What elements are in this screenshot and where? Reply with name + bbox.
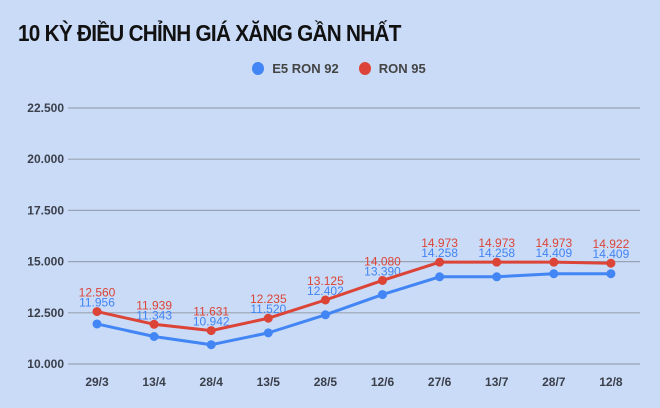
y-tick-label: 22.500 bbox=[27, 101, 64, 115]
data-point bbox=[92, 307, 102, 317]
x-tick-label: 29/3 bbox=[85, 375, 109, 389]
data-point bbox=[378, 290, 387, 300]
x-tick-label: 12/8 bbox=[599, 375, 623, 389]
data-point bbox=[492, 257, 502, 267]
data-label: 14.409 bbox=[593, 247, 630, 261]
data-point bbox=[320, 310, 330, 320]
data-point bbox=[92, 319, 102, 329]
legend-marker-e5 bbox=[252, 62, 265, 75]
x-tick-label: 28/7 bbox=[542, 375, 566, 389]
data-label: 14.973 bbox=[478, 236, 515, 250]
data-label: 13.390 bbox=[364, 264, 401, 278]
y-tick-label: 20.000 bbox=[27, 152, 64, 166]
data-point bbox=[149, 319, 159, 329]
data-point bbox=[435, 272, 445, 282]
data-point bbox=[263, 328, 273, 338]
data-label: 11.343 bbox=[136, 308, 172, 322]
data-label: 12.560 bbox=[79, 286, 116, 300]
x-tick-label: 12/6 bbox=[371, 375, 395, 389]
legend-item-ron95: RON 95 bbox=[358, 61, 426, 76]
data-label: 14.922 bbox=[593, 237, 630, 251]
series-line bbox=[96, 260, 611, 333]
series-line bbox=[96, 272, 611, 347]
data-label: 14.973 bbox=[535, 236, 572, 250]
legend-marker-ron95 bbox=[358, 62, 371, 75]
data-label: 11.956 bbox=[79, 296, 115, 310]
legend: E5 RON 92 RON 95 bbox=[0, 61, 660, 76]
data-point bbox=[492, 272, 502, 282]
data-label: 14.973 bbox=[421, 236, 458, 250]
data-point bbox=[549, 269, 559, 279]
data-label: 11.520 bbox=[250, 302, 286, 316]
data-label: 10.942 bbox=[193, 315, 230, 329]
x-tick-label: 13/5 bbox=[257, 375, 281, 389]
x-tick-label: 28/5 bbox=[314, 375, 338, 389]
data-label: 14.409 bbox=[535, 246, 572, 260]
legend-item-e5: E5 RON 92 bbox=[252, 61, 339, 76]
data-point bbox=[606, 269, 616, 279]
data-point bbox=[435, 257, 445, 267]
data-label: 14.258 bbox=[478, 246, 515, 260]
legend-label-e5: E5 RON 92 bbox=[272, 61, 339, 76]
data-point bbox=[206, 326, 216, 336]
data-point bbox=[320, 295, 330, 305]
data-point bbox=[606, 258, 616, 268]
data-point bbox=[206, 340, 216, 350]
legend-label-ron95: RON 95 bbox=[378, 61, 426, 76]
data-label: 13.125 bbox=[307, 274, 344, 288]
data-point bbox=[263, 313, 273, 323]
y-tick-label: 10.000 bbox=[27, 357, 64, 371]
data-label: 11.631 bbox=[193, 305, 229, 319]
x-tick-label: 27/6 bbox=[428, 375, 452, 389]
data-label: 11.939 bbox=[136, 298, 172, 312]
y-tick-label: 12.500 bbox=[27, 306, 64, 320]
y-tick-label: 15.000 bbox=[27, 255, 64, 269]
data-point bbox=[378, 275, 387, 285]
data-label: 14.080 bbox=[364, 254, 401, 268]
data-point bbox=[149, 331, 159, 341]
x-tick-label: 13/7 bbox=[485, 375, 509, 389]
data-point bbox=[549, 257, 559, 267]
data-label: 12.402 bbox=[307, 284, 344, 298]
x-tick-label: 28/4 bbox=[200, 375, 224, 389]
data-label: 12.235 bbox=[250, 292, 287, 306]
y-tick-label: 17.500 bbox=[27, 203, 64, 217]
x-tick-label: 13/4 bbox=[142, 375, 166, 389]
data-label: 14.258 bbox=[421, 246, 458, 260]
chart-title: 10 KỲ ĐIỀU CHỈNH GIÁ XĂNG GẦN NHẤT bbox=[18, 20, 401, 46]
